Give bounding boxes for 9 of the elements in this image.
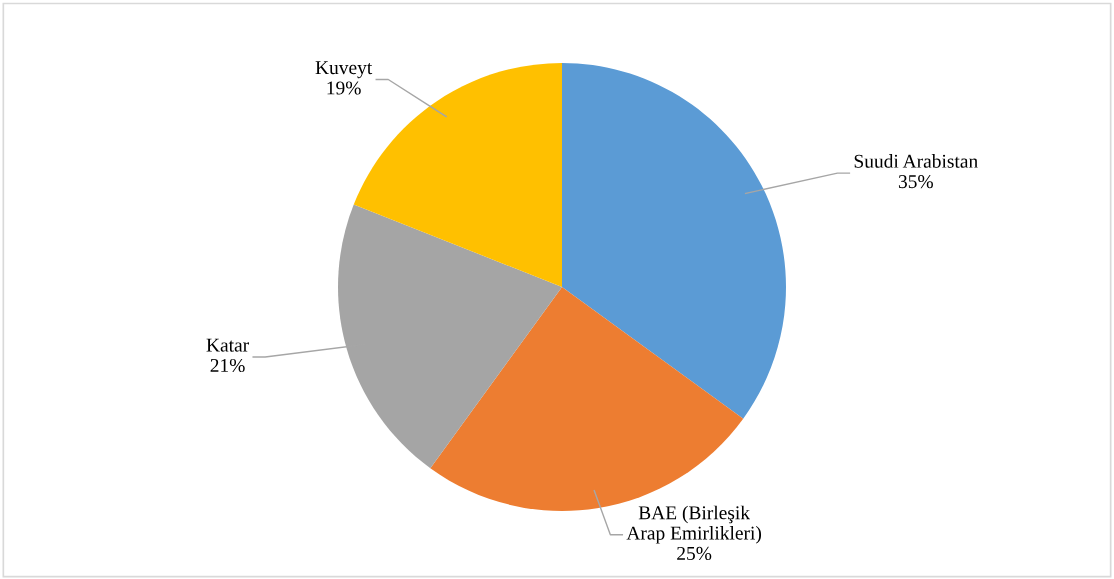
slice-label: BAE (Birleşik Arap Emirlikleri)	[626, 505, 762, 544]
pie-slice	[562, 63, 786, 419]
slice-label: Katar	[206, 338, 249, 352]
data-label: 35%	[898, 175, 933, 189]
slice-label: Suudi Arabistan	[854, 154, 978, 168]
data-label: 19%	[327, 81, 361, 95]
slice-label: Kuveyt	[315, 61, 373, 79]
data-label: 21%	[210, 358, 245, 373]
data-label: 25%	[677, 546, 712, 561]
